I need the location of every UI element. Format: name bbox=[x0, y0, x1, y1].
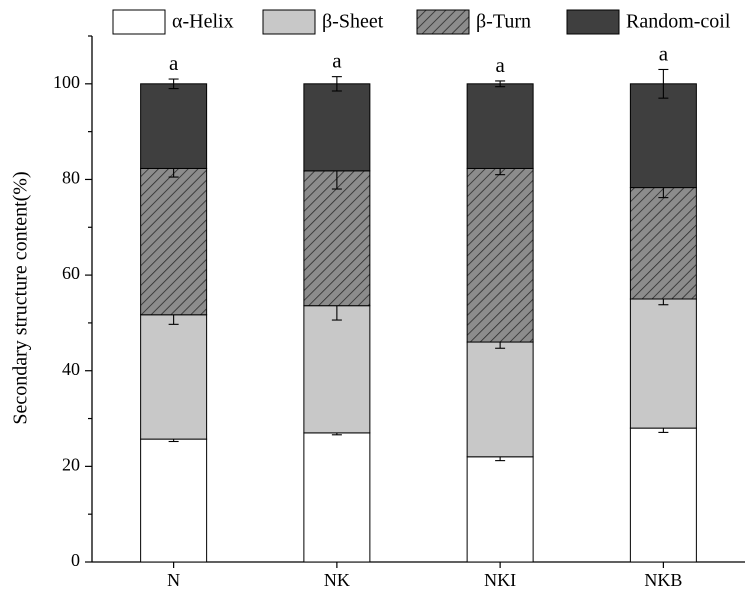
error-bar bbox=[168, 78, 179, 90]
bar-segment bbox=[629, 187, 697, 300]
legend-swatch bbox=[262, 9, 316, 35]
bar-segment bbox=[629, 298, 697, 429]
y-tick-label: 20 bbox=[62, 454, 80, 474]
legend-label: β-Sheet bbox=[322, 11, 384, 33]
significance-letter: a bbox=[169, 51, 179, 75]
legend-label: β-Turn bbox=[476, 11, 531, 33]
y-tick-label: 80 bbox=[62, 168, 80, 188]
legend-label: Random-coil bbox=[626, 11, 731, 33]
bar-segment bbox=[629, 83, 697, 189]
significance-letter: a bbox=[495, 53, 505, 77]
bar-segment bbox=[140, 83, 208, 169]
legend-swatch bbox=[112, 9, 166, 35]
y-tick-label: 100 bbox=[53, 72, 80, 92]
bar-segment bbox=[629, 427, 697, 563]
bar-segment bbox=[466, 456, 534, 563]
significance-letter: a bbox=[659, 41, 669, 65]
bar-segment bbox=[140, 167, 208, 316]
y-tick-label: 0 bbox=[71, 550, 80, 570]
x-tick-label: NKI bbox=[484, 570, 516, 590]
y-tick-label: 60 bbox=[62, 263, 80, 283]
x-tick-label: NKB bbox=[644, 570, 682, 590]
legend-swatch bbox=[416, 9, 470, 35]
bar-segment bbox=[466, 83, 534, 169]
bar-segment bbox=[303, 83, 371, 172]
bar-segment bbox=[303, 432, 371, 563]
error-bar bbox=[495, 80, 506, 88]
significance-letter: a bbox=[332, 48, 342, 72]
bar-segment bbox=[303, 305, 371, 434]
bar-segment bbox=[466, 167, 534, 343]
bar-segment bbox=[303, 170, 371, 307]
bar-segment bbox=[466, 341, 534, 458]
error-bar bbox=[331, 76, 342, 92]
legend-label: α-Helix bbox=[172, 11, 234, 33]
bar-segment bbox=[140, 438, 208, 563]
y-tick-label: 40 bbox=[62, 359, 80, 379]
y-axis-label: Secondary structure content(%) bbox=[10, 171, 32, 424]
bar-segment bbox=[140, 314, 208, 440]
x-tick-label: NK bbox=[324, 570, 350, 590]
x-tick-label: N bbox=[167, 570, 180, 590]
legend-swatch bbox=[566, 9, 620, 35]
error-bar bbox=[658, 68, 669, 99]
